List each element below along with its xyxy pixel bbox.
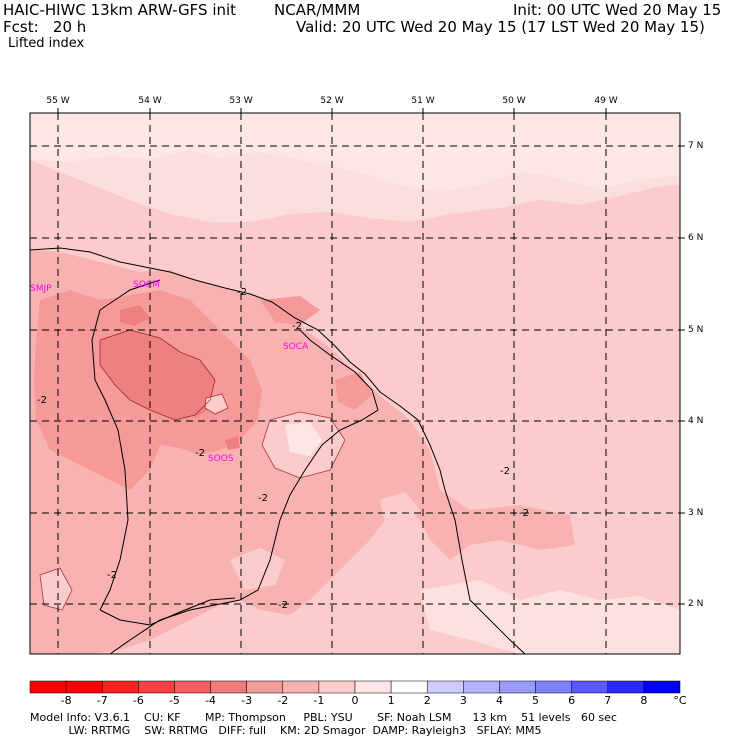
colorbar-swatch bbox=[571, 680, 609, 694]
lon-label-49w: 49 W bbox=[594, 96, 618, 106]
colorbar-tick-label: 1 bbox=[387, 694, 395, 707]
contour-label: -2 bbox=[500, 466, 510, 477]
graticule bbox=[30, 113, 680, 654]
colorbar-tick-label: 5 bbox=[532, 694, 540, 707]
lat-label-7n: 7 N bbox=[688, 141, 704, 151]
forecast-hour: Fcst: 20 h bbox=[3, 18, 87, 36]
lat-label-3n: 3 N bbox=[688, 508, 704, 518]
colorbar-tick-label: 7 bbox=[604, 694, 612, 707]
contour-label: -2 bbox=[237, 287, 247, 298]
lon-label-54w: 54 W bbox=[138, 96, 162, 106]
colorbar-swatch bbox=[246, 680, 284, 694]
colorbar-swatch bbox=[138, 680, 175, 694]
field-level-0-strip bbox=[30, 150, 680, 222]
coastline bbox=[30, 247, 526, 654]
colorbar-tick-label: -4 bbox=[205, 694, 217, 707]
border-suriname-guyana bbox=[91, 279, 161, 611]
colorbar-swatch bbox=[210, 680, 247, 694]
contour-label: -2 bbox=[37, 395, 47, 406]
colorbar-swatch bbox=[29, 680, 67, 694]
colorbar-swatch bbox=[499, 680, 536, 694]
footer-model-info-line1: Model Info: V3.6.1 CU: KF MP: Thompson P… bbox=[30, 711, 617, 724]
colorbar-tick-label: 4 bbox=[495, 694, 503, 707]
valid-time: Valid: 20 UTC Wed 20 May 15 (17 LST Wed … bbox=[296, 18, 705, 36]
colorbar-swatch bbox=[643, 680, 681, 694]
station-soca: SOCA bbox=[283, 342, 309, 352]
border-suriname-french-guiana bbox=[109, 329, 379, 654]
lat-label-2n: 2 N bbox=[688, 599, 704, 609]
colorbar-tick-label: -6 bbox=[132, 694, 144, 707]
colorbar-tick-label: -5 bbox=[168, 694, 180, 707]
station-soos: SOOS bbox=[208, 454, 234, 464]
colorbar-tick-label: 2 bbox=[423, 694, 431, 707]
lon-label-51w: 51 W bbox=[411, 96, 435, 106]
colorbar-swatch bbox=[390, 680, 428, 694]
organization: NCAR/MMM bbox=[274, 1, 361, 19]
contour-label: -2 bbox=[258, 493, 268, 504]
map-frame bbox=[29, 112, 681, 655]
station-smjp: SMJP bbox=[30, 284, 52, 294]
station-socm: SOCM bbox=[133, 280, 160, 290]
colorbar-tick-label: -3 bbox=[241, 694, 253, 707]
colorbar-tick-label: -8 bbox=[60, 694, 72, 707]
colorbar-unit: °C bbox=[673, 694, 687, 707]
field-level-0-band bbox=[30, 113, 680, 192]
field-name: Lifted index bbox=[8, 36, 85, 51]
lon-label-53w: 53 W bbox=[229, 96, 253, 106]
colorbar-tick-label: -2 bbox=[277, 694, 289, 707]
colorbar-tick-label: 3 bbox=[459, 694, 467, 707]
contour-label: -2 bbox=[278, 600, 288, 611]
colorbar-swatch bbox=[354, 680, 392, 694]
colorbar bbox=[29, 680, 681, 694]
colorbar-tick-label: 8 bbox=[640, 694, 648, 707]
colorbar-swatch bbox=[463, 680, 500, 694]
lon-label-52w: 52 W bbox=[320, 96, 344, 106]
contour-label: -2 bbox=[107, 570, 117, 581]
lon-label-55w: 55 W bbox=[46, 96, 70, 106]
model-title: HAIC-HIWC 13km ARW-GFS init bbox=[3, 1, 237, 19]
colorbar-tick-label: -1 bbox=[313, 694, 325, 707]
colorbar-swatch bbox=[65, 680, 103, 694]
lon-label-50w: 50 W bbox=[502, 96, 526, 106]
colorbar-swatch bbox=[607, 680, 645, 694]
contour-label: -2 bbox=[195, 448, 205, 459]
border-brazil bbox=[99, 597, 236, 626]
contour-label: -2 bbox=[292, 321, 302, 332]
contour-label: -2 bbox=[519, 508, 529, 519]
lat-label-6n: 6 N bbox=[688, 233, 704, 243]
lat-label-5n: 5 N bbox=[688, 325, 704, 335]
colorbar-tick-label: 6 bbox=[568, 694, 576, 707]
colorbar-swatch bbox=[318, 680, 356, 694]
footer-model-info-line2: LW: RRTMG SW: RRTMG DIFF: full KM: 2D Sm… bbox=[30, 724, 542, 737]
colorbar-tick-label: 0 bbox=[351, 694, 359, 707]
lat-label-4n: 4 N bbox=[688, 416, 704, 426]
colorbar-tick-label: -7 bbox=[96, 694, 108, 707]
colorbar-swatch bbox=[282, 680, 320, 694]
colorbar-swatch bbox=[426, 680, 464, 694]
colorbar-swatch bbox=[101, 680, 139, 694]
colorbar-swatch bbox=[535, 680, 572, 694]
init-time: Init: 00 UTC Wed 20 May 15 bbox=[513, 1, 722, 19]
colorbar-swatch bbox=[174, 680, 211, 694]
